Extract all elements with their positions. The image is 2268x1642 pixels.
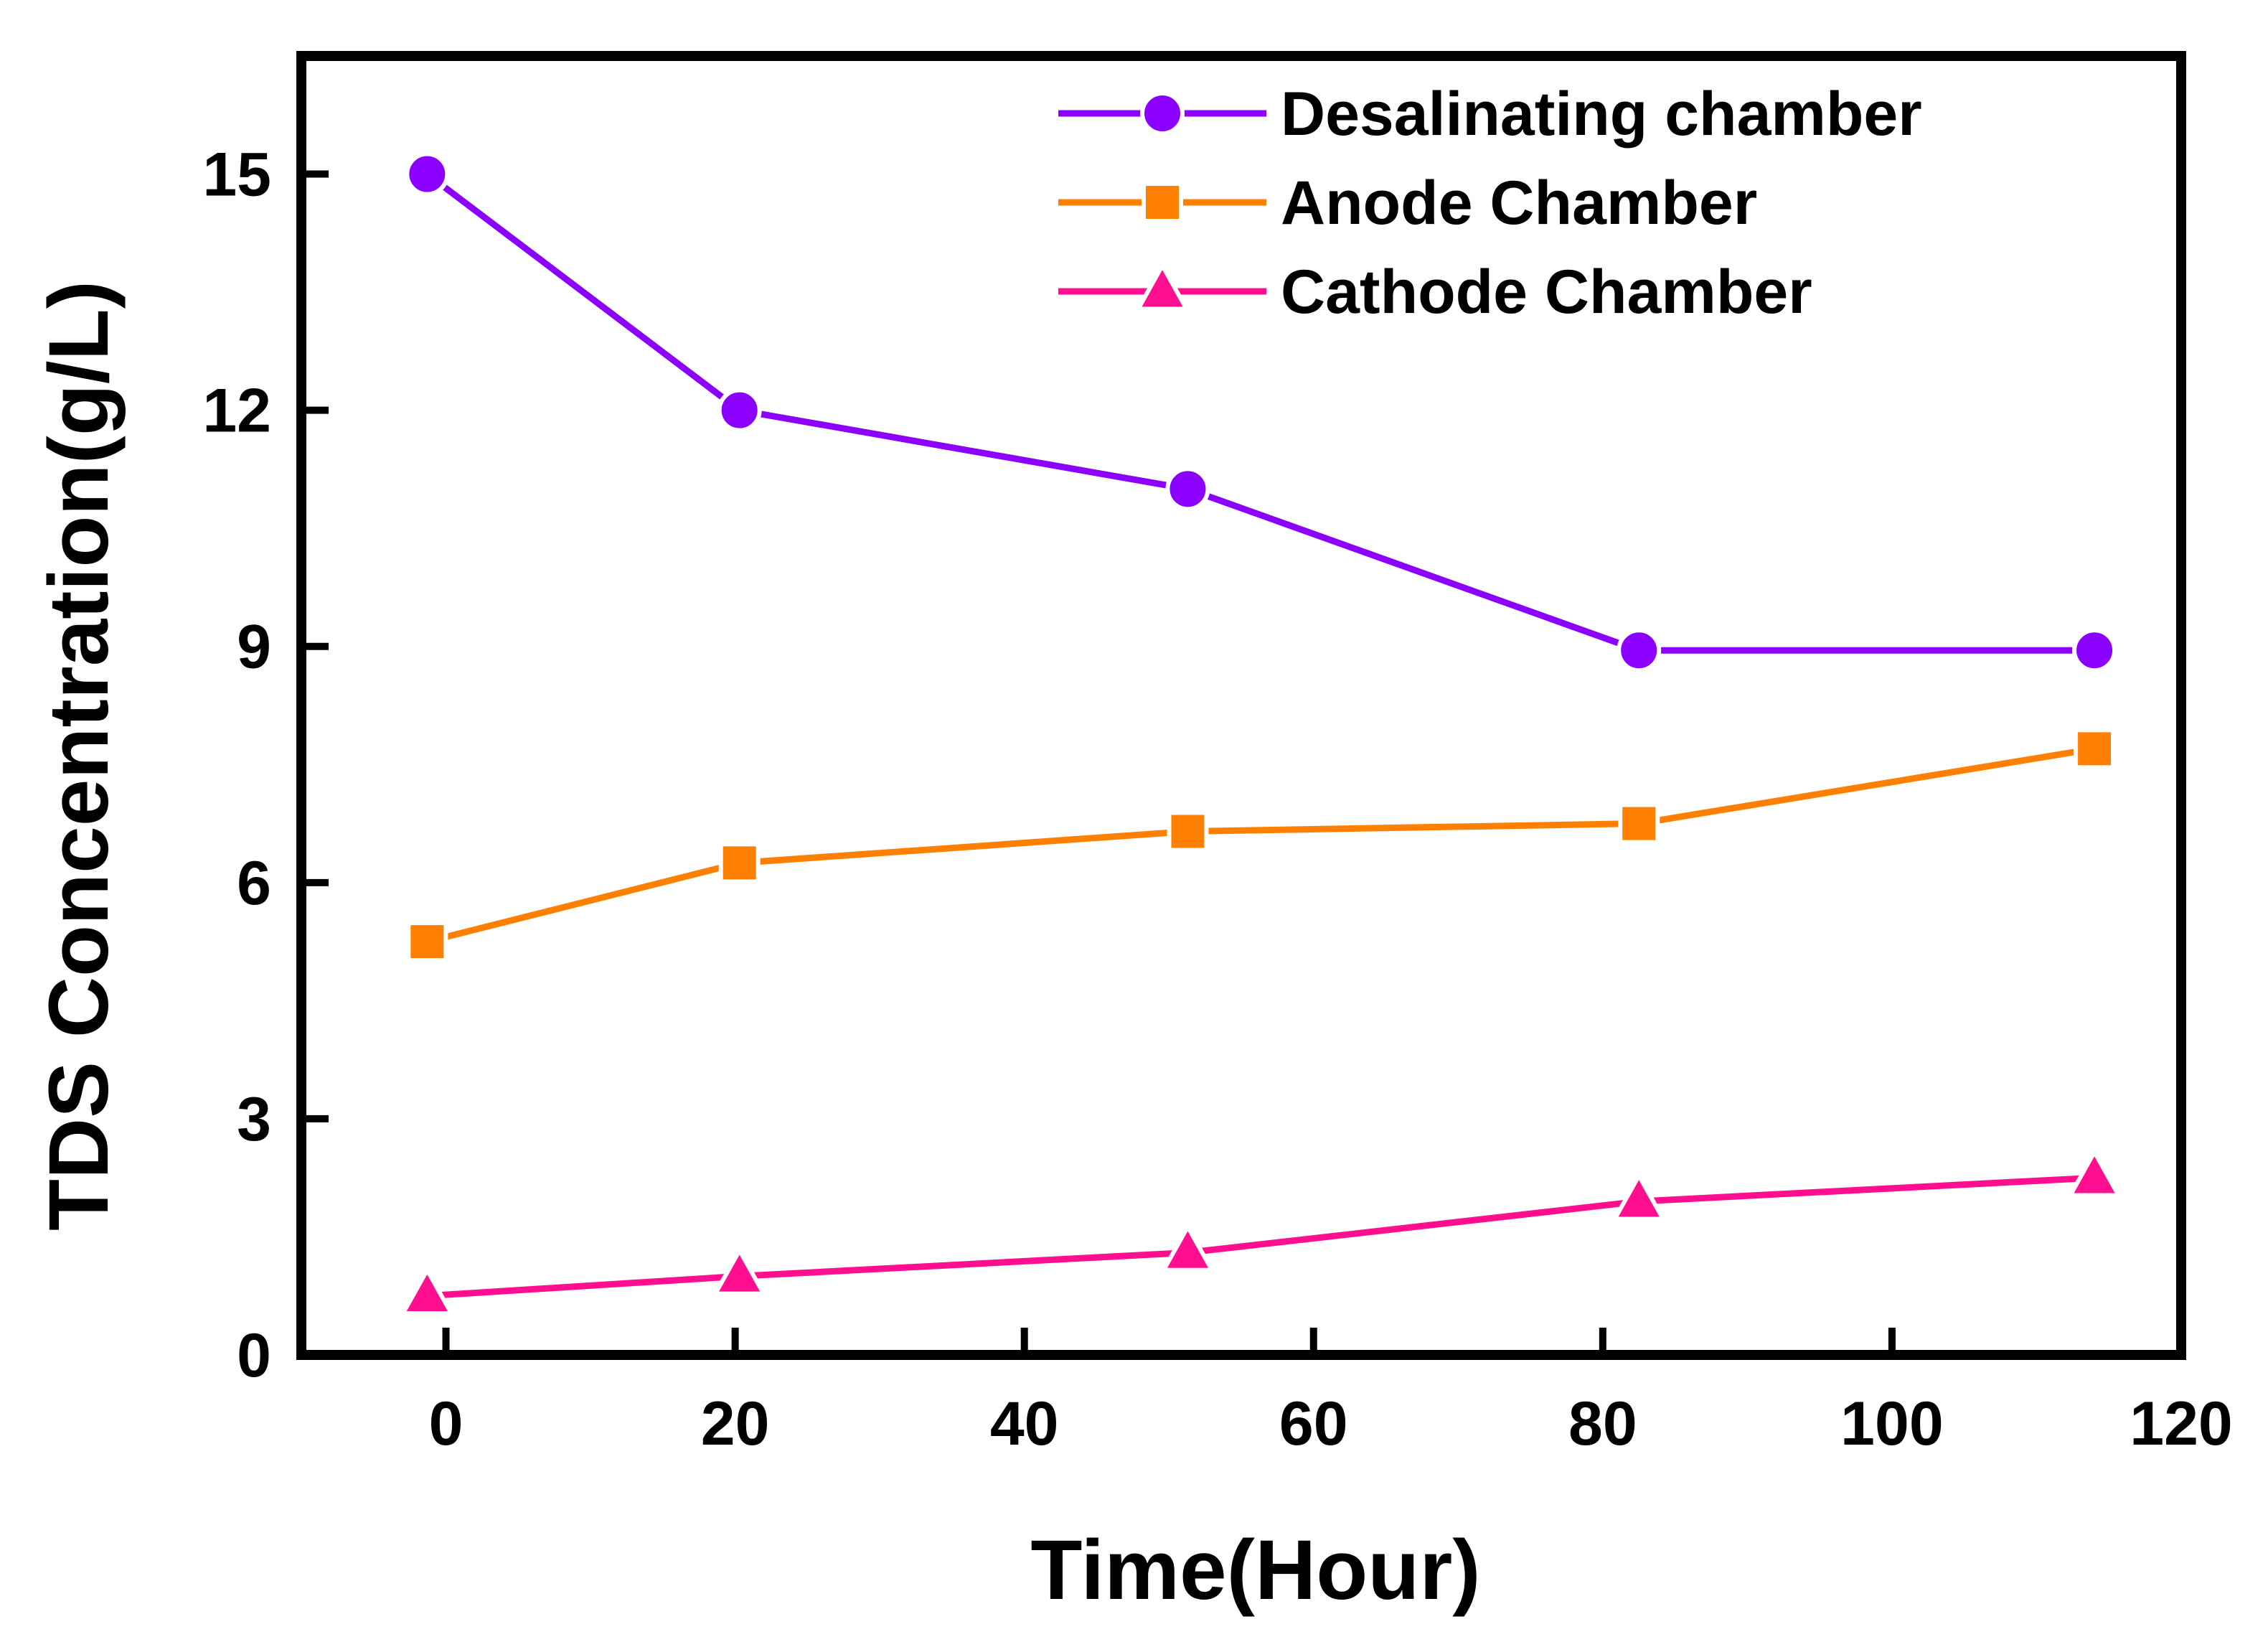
data-point xyxy=(405,151,450,197)
data-point xyxy=(718,842,761,884)
data-point xyxy=(1159,1222,1216,1272)
legend-marker xyxy=(1134,261,1190,311)
data-point xyxy=(2074,728,2116,770)
data-point xyxy=(2066,1148,2122,1198)
x-axis-ticks: 0 20 40 60 80 100 120 xyxy=(429,1328,2233,1458)
x-tick-label: 40 xyxy=(990,1389,1059,1458)
legend-marker xyxy=(1140,91,1185,136)
legend-label: Desalinating chamber xyxy=(1281,80,1922,149)
y-axis-ticks: 0 3 6 9 12 15 xyxy=(202,141,329,1390)
y-tick-label: 0 xyxy=(237,1321,271,1390)
legend-marker xyxy=(1142,182,1183,223)
legend-label: Cathode Chamber xyxy=(1281,258,1812,327)
data-point xyxy=(711,1246,768,1296)
data-point xyxy=(399,1265,456,1316)
x-axis-title: Time(Hour) xyxy=(1030,1523,1480,1618)
x-tick-label: 100 xyxy=(1840,1389,1944,1458)
data-point xyxy=(406,921,448,963)
legend-label: Anode Chamber xyxy=(1281,169,1757,238)
x-tick-label: 60 xyxy=(1279,1389,1348,1458)
series-markers xyxy=(399,151,2122,1316)
legend: Desalinating chamber Anode Chamber Cathode… xyxy=(1058,80,1922,327)
x-tick-label: 0 xyxy=(429,1389,464,1458)
y-tick-label: 9 xyxy=(237,613,271,682)
x-tick-label: 80 xyxy=(1568,1389,1637,1458)
plot-frame xyxy=(296,51,2186,1360)
data-point xyxy=(2072,628,2117,673)
y-tick-label: 6 xyxy=(237,849,271,918)
data-point xyxy=(1618,802,1660,845)
x-tick-label: 120 xyxy=(2130,1389,2233,1458)
data-point xyxy=(1611,1170,1667,1221)
data-point xyxy=(1165,466,1210,512)
y-tick-label: 15 xyxy=(202,141,271,210)
data-point xyxy=(1167,810,1209,853)
data-point xyxy=(717,388,762,433)
data-point xyxy=(1617,628,1662,673)
y-tick-label: 3 xyxy=(237,1085,271,1154)
x-tick-label: 20 xyxy=(701,1389,770,1458)
y-tick-label: 12 xyxy=(202,377,271,446)
y-axis-title: TDS Concentration(g/L) xyxy=(32,281,126,1231)
